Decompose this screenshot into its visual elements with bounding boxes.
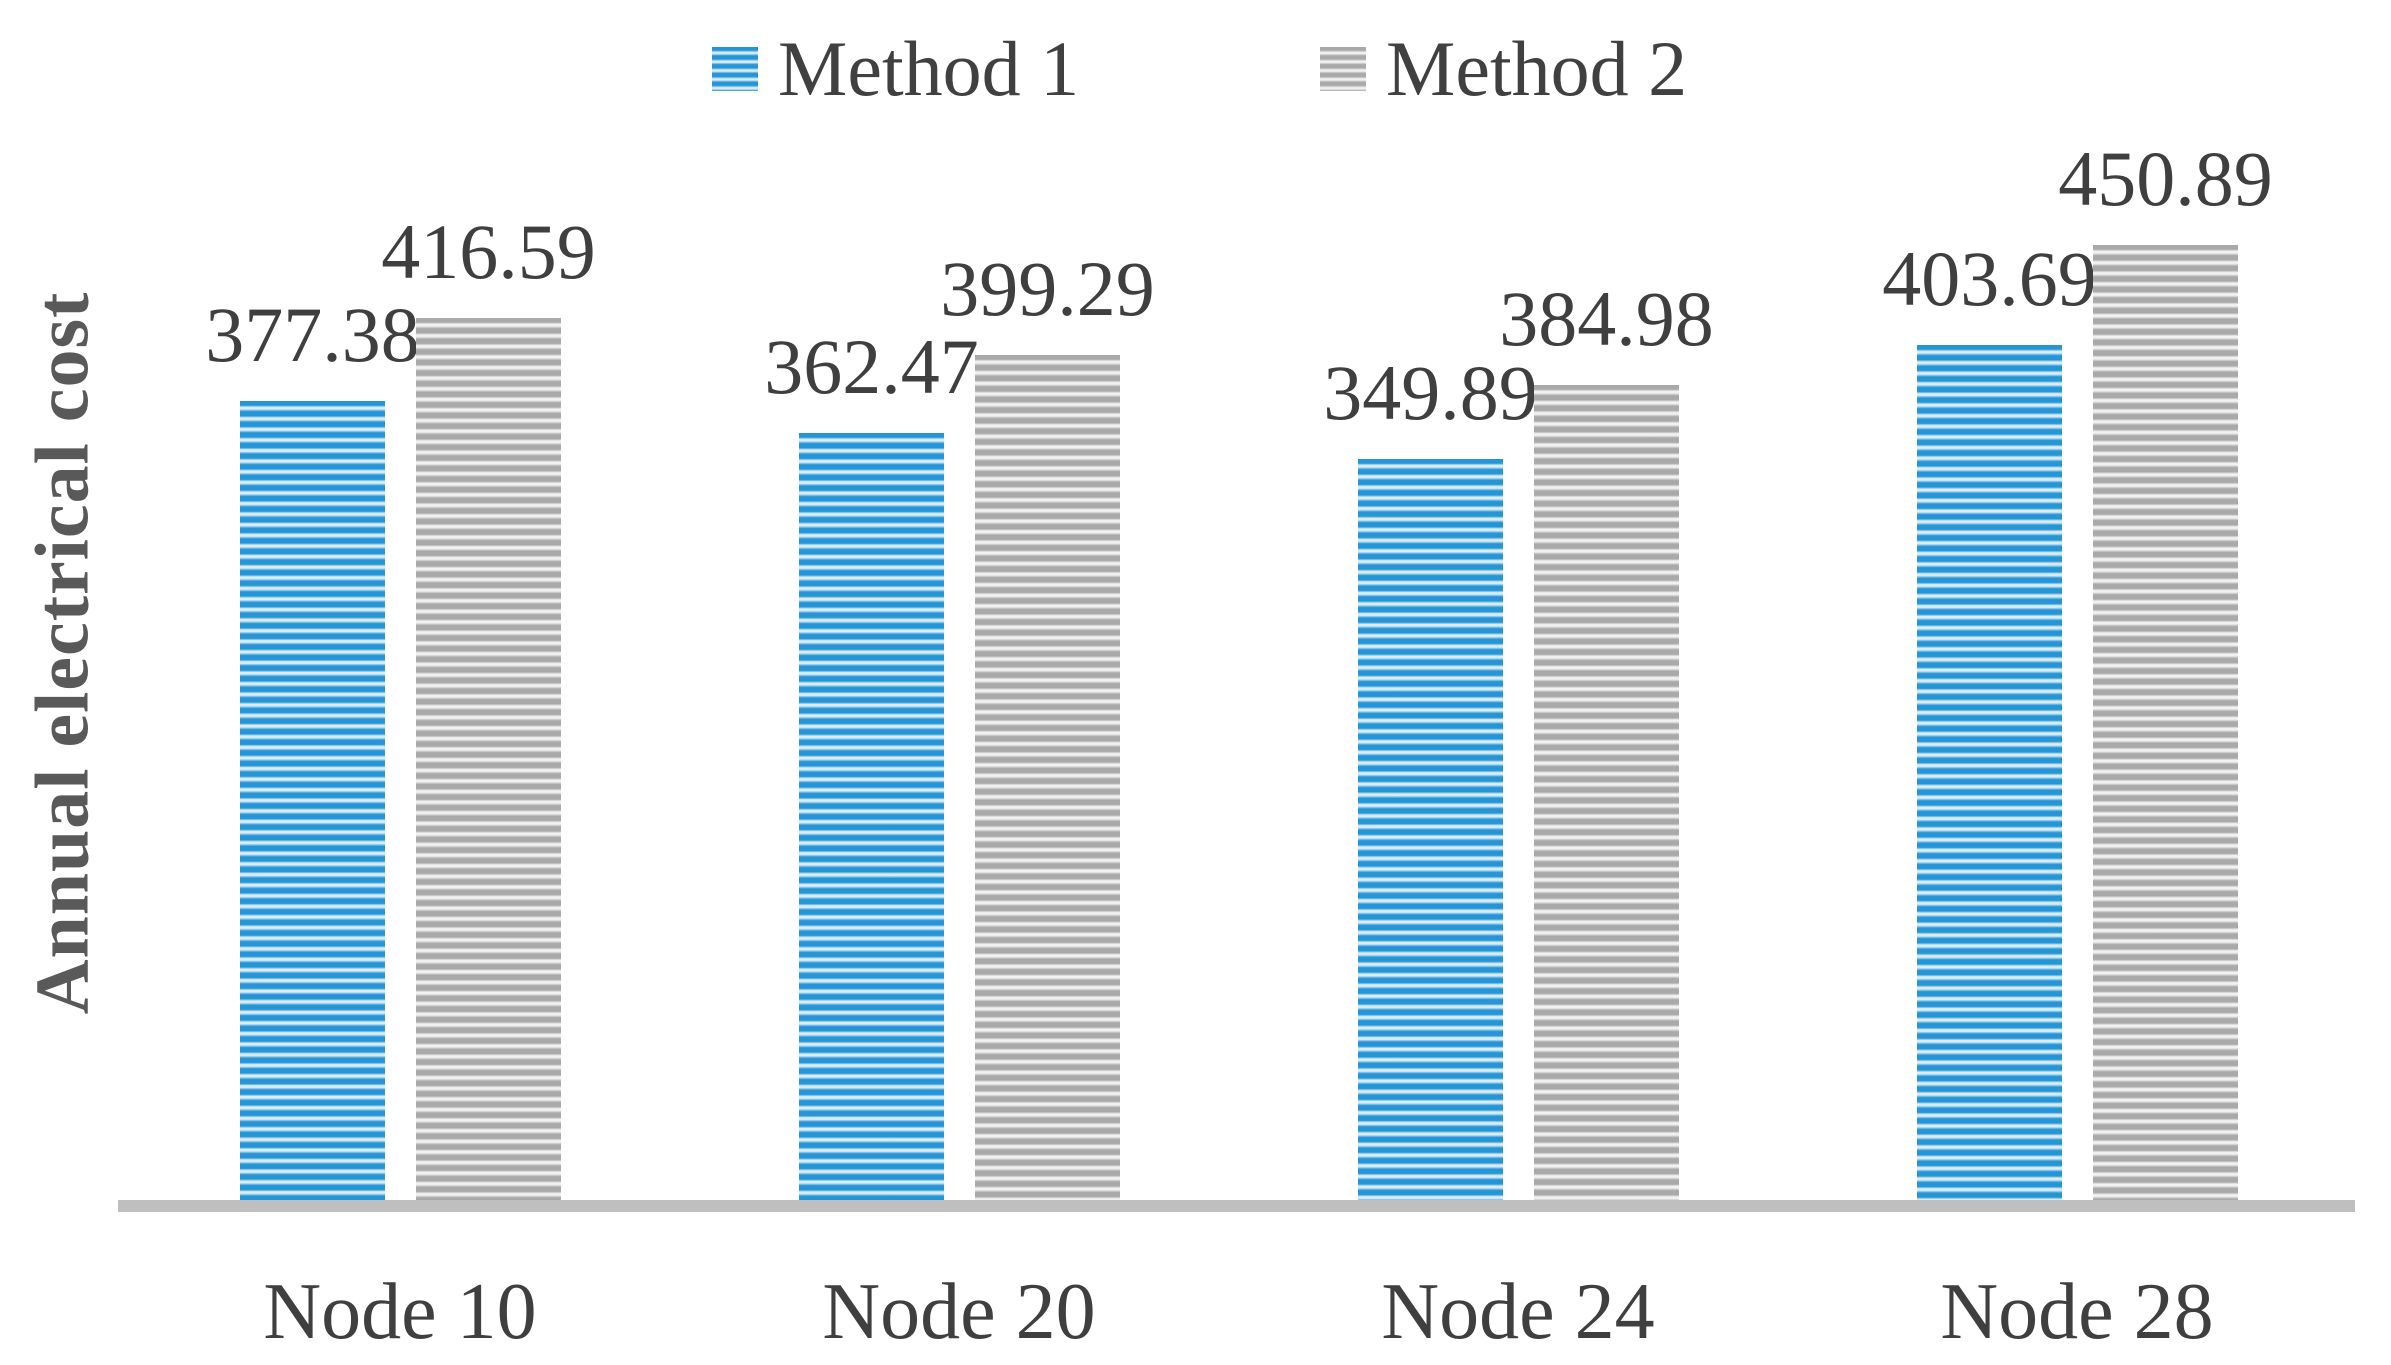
bar-method-1-node-28 (1917, 345, 2062, 1200)
data-label-method-1-node-24: 349.89 (1323, 349, 1538, 436)
legend-swatch-method2-icon (1320, 47, 1366, 91)
data-label-method-2-node-24: 384.98 (1499, 275, 1714, 362)
data-label-method-2-node-20: 399.29 (940, 245, 1155, 332)
data-label-method-2-node-28: 450.89 (2058, 135, 2273, 222)
legend-label-method2: Method 2 (1386, 25, 1688, 112)
bar-method-1-node-10 (240, 401, 385, 1200)
legend-item-method2: Method 2 (1320, 26, 1687, 112)
x-tick-label-node-24: Node 24 (1381, 1268, 1655, 1356)
y-axis-title: Annual electrical cost (20, 291, 105, 1015)
x-axis-line (118, 1200, 2355, 1212)
legend-swatch-method1-icon (712, 47, 758, 91)
data-label-method-1-node-10: 377.38 (205, 291, 420, 378)
x-tick-label-node-20: Node 20 (822, 1268, 1096, 1356)
bar-method-2-node-28 (2093, 245, 2238, 1200)
data-label-method-1-node-28: 403.69 (1882, 235, 2097, 322)
legend-label-method1: Method 1 (778, 25, 1080, 112)
bar-method-1-node-20 (799, 433, 944, 1200)
legend-item-method1: Method 1 (712, 26, 1079, 112)
bar-method-2-node-20 (975, 355, 1120, 1200)
x-tick-label-node-10: Node 10 (263, 1268, 537, 1356)
bar-method-1-node-24 (1358, 459, 1503, 1200)
bar-method-2-node-10 (416, 318, 561, 1200)
data-label-method-2-node-10: 416.59 (381, 208, 596, 295)
x-tick-label-node-28: Node 28 (1940, 1268, 2214, 1356)
data-label-method-1-node-20: 362.47 (764, 323, 979, 410)
bar-method-2-node-24 (1534, 385, 1679, 1200)
